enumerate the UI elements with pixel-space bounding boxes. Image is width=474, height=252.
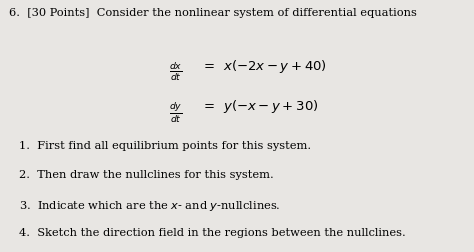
Text: $\frac{dx}{dt}$: $\frac{dx}{dt}$ (169, 60, 182, 83)
Text: 3.  Indicate which are the $x$- and $y$-nullclines.: 3. Indicate which are the $x$- and $y$-n… (19, 199, 281, 213)
Text: 2.  Then draw the nullclines for this system.: 2. Then draw the nullclines for this sys… (19, 170, 273, 180)
Text: 6.  [30 Points]  Consider the nonlinear system of differential equations: 6. [30 Points] Consider the nonlinear sy… (9, 8, 417, 18)
Text: $\frac{dy}{dt}$: $\frac{dy}{dt}$ (169, 101, 182, 125)
Text: $y(-x - y + 30)$: $y(-x - y + 30)$ (223, 98, 319, 115)
Text: $=$: $=$ (201, 98, 216, 111)
Text: $x(-2x - y + 40)$: $x(-2x - y + 40)$ (223, 58, 327, 75)
Text: 1.  First find all equilibrium points for this system.: 1. First find all equilibrium points for… (19, 141, 311, 151)
Text: $=$: $=$ (201, 58, 216, 71)
Text: 4.  Sketch the direction field in the regions between the nullclines.: 4. Sketch the direction field in the reg… (19, 228, 406, 238)
